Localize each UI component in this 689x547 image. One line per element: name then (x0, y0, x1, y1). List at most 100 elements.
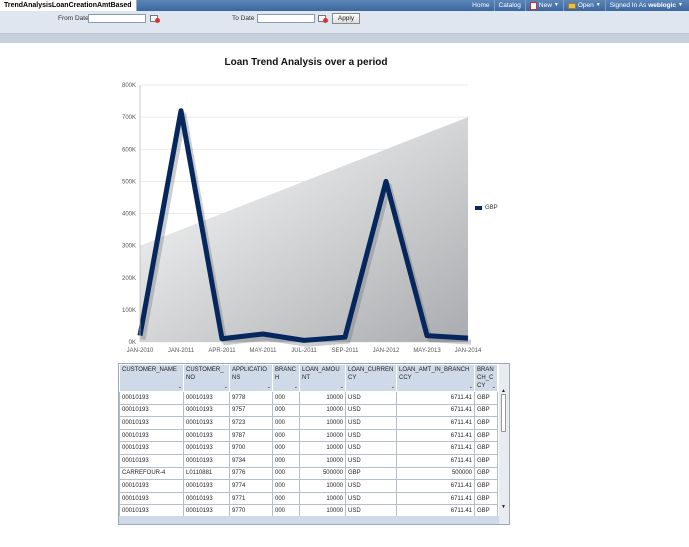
y-tick-label: 500K (122, 179, 136, 185)
table-cell: 10000 (299, 479, 346, 493)
home-link[interactable]: Home (472, 2, 490, 9)
column-header-label: CUSTOMER_NAME (122, 367, 177, 373)
column-header-label: LOAN_CURRENCY (348, 367, 394, 381)
table-cell: USD (345, 403, 397, 418)
table-cell: USD (345, 453, 397, 468)
to-date-input[interactable] (257, 14, 315, 23)
sort-chevron-icon[interactable]: ⌄ (177, 384, 182, 390)
to-date-label: To Date (232, 15, 255, 22)
y-tick-label: 600K (122, 147, 136, 153)
table-cell: 00010193 (183, 479, 230, 493)
table-cell: 500000 (299, 466, 346, 481)
signed-in-label: Signed In As (609, 2, 647, 9)
chevron-down-icon: ▼ (595, 2, 601, 8)
sort-chevron-icon[interactable]: ⌄ (223, 384, 228, 390)
to-date-calendar-icon[interactable] (318, 14, 328, 23)
table-scrollbar[interactable]: ▲ ▼ (499, 364, 509, 524)
table-cell: 000 (272, 466, 300, 481)
x-tick-label: SEP-2011 (332, 348, 360, 354)
table-cell: 00010193 (119, 391, 184, 405)
table-cell: 6711.41 (396, 441, 475, 455)
table-cell: 00010193 (183, 416, 230, 430)
table-cell: 00010193 (183, 428, 230, 443)
table-cell: GBP (474, 466, 498, 481)
column-header[interactable]: LOAN_AMT_IN_BRANCHCCY ⌄ (396, 364, 475, 392)
sort-chevron-icon[interactable]: ⌄ (339, 384, 344, 390)
global-nav: Home Catalog New ▼ Open ▼ Signed In As w… (468, 0, 687, 11)
column-header[interactable]: BRANCH_CCY ⌄ (474, 364, 498, 392)
table-cell: USD (345, 428, 397, 443)
y-tick-label: 400K (122, 212, 136, 218)
sort-chevron-icon[interactable]: ⌄ (266, 384, 271, 390)
catalog-link[interactable]: Catalog (493, 0, 525, 11)
table-row: 00010193 00010193 9787 000 10000 USD 6711.41 GB… (119, 428, 498, 443)
table-cell: GBP (474, 453, 498, 468)
chevron-down-icon: ▼ (678, 2, 683, 8)
top-bar: TrendAnalysisLoanCreationAmtBased Home C… (0, 0, 689, 11)
from-date-input[interactable] (88, 14, 146, 23)
table-cell: 00010193 (119, 491, 184, 506)
table-cell: 00010193 (183, 391, 230, 405)
table-row: 00010193 00010193 9771 000 10000 USD 6711.41 GB… (119, 491, 498, 506)
table-row: 00010193 00010193 9778 000 10000 USD 6711.41 GB… (119, 391, 498, 405)
table-cell: 00010193 (183, 441, 230, 455)
table-cell: 00010193 (119, 403, 184, 418)
table-cell: 10000 (299, 453, 346, 468)
scroll-thumb[interactable] (501, 394, 506, 432)
column-header[interactable]: BRANCH ⌄ (272, 364, 300, 392)
table-cell: 9774 (229, 479, 273, 493)
table-cell: GBP (474, 403, 498, 418)
table-cell: 10000 (299, 416, 346, 430)
column-header[interactable]: LOAN_CURRENCY ⌄ (345, 364, 397, 392)
scroll-up-icon[interactable]: ▲ (501, 388, 506, 394)
open-menu-label: Open (577, 2, 594, 9)
legend-swatch-gbp (475, 206, 482, 210)
table-cell: 500000 (396, 466, 475, 481)
table-cell: 9757 (229, 403, 273, 418)
x-tick-label: JAN-2010 (127, 348, 154, 354)
column-header[interactable]: CUSTOMER_NO ⌄ (183, 364, 230, 392)
x-tick-label: JAN-2014 (455, 348, 482, 354)
table-cell: USD (345, 391, 397, 405)
scroll-down-icon[interactable]: ▼ (501, 504, 506, 510)
table-cell: GBP (474, 479, 498, 493)
user-menu[interactable]: Signed In As weblogic ▼ (604, 0, 687, 11)
table-row: 00010193 00010193 9700 000 10000 USD 6711.41 GB… (119, 441, 498, 455)
new-menu-label: New (538, 2, 552, 9)
table-cell: 6711.41 (396, 453, 475, 468)
apply-button[interactable]: Apply (332, 13, 360, 24)
open-menu[interactable]: Open ▼ (562, 0, 605, 11)
table-cell: 6711.41 (396, 491, 475, 506)
column-header[interactable]: APPLICATIONS ⌄ (229, 364, 273, 392)
sort-chevron-icon[interactable]: ⌄ (390, 384, 395, 390)
table-cell: 6711.41 (396, 428, 475, 443)
table-cell: 10000 (299, 391, 346, 405)
column-header-label: BRANCH_CCY (477, 367, 494, 389)
y-tick-label: 0K (129, 340, 136, 346)
legend-label-gbp: GBP (485, 205, 498, 211)
table-cell: 9723 (229, 416, 273, 430)
y-tick-label: 800K (122, 83, 136, 89)
table-footer (119, 516, 499, 524)
table-cell: GBP (474, 391, 498, 405)
sort-chevron-icon[interactable]: ⌄ (491, 384, 496, 390)
table-cell: 9776 (229, 466, 273, 481)
table-cell: 000 (272, 391, 300, 405)
new-document-icon (529, 1, 537, 10)
user-name: weblogic (648, 2, 677, 9)
new-menu[interactable]: New ▼ (524, 0, 563, 11)
column-header[interactable]: CUSTOMER_NAME ⌄ (119, 364, 184, 392)
page-tab-title[interactable]: TrendAnalysisLoanCreationAmtBased (0, 0, 137, 11)
column-header-label: LOAN_AMT_IN_BRANCHCCY (399, 367, 470, 381)
table-cell: GBP (474, 416, 498, 430)
prompt-bar: From Date To Date Apply (0, 11, 689, 34)
x-tick-label: MAY-2013 (413, 348, 441, 354)
sort-chevron-icon[interactable]: ⌄ (293, 384, 298, 390)
sort-chevron-icon[interactable]: ⌄ (468, 384, 473, 390)
column-header[interactable]: LOAN_AMOUNT ⌄ (299, 364, 346, 392)
from-date-calendar-icon[interactable] (150, 14, 160, 23)
table-cell: 00010193 (119, 428, 184, 443)
table-cell: GBP (474, 428, 498, 443)
column-header-label: LOAN_AMOUNT (302, 367, 340, 381)
